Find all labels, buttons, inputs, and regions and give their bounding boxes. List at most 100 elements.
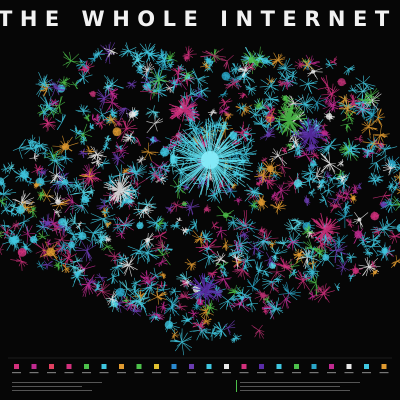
node-cluster	[319, 93, 334, 104]
legend-swatch	[84, 364, 89, 369]
node-cluster	[352, 212, 369, 229]
node-hub	[112, 127, 122, 137]
node-cluster	[147, 286, 168, 305]
node-cluster	[261, 307, 269, 315]
node-hub	[206, 58, 212, 64]
node-cluster	[340, 141, 361, 161]
node-cluster	[187, 309, 200, 321]
legend-swatch	[66, 364, 72, 369]
node-hub	[352, 267, 359, 274]
node-cluster	[389, 161, 400, 179]
node-cluster	[105, 289, 120, 306]
node-cluster	[371, 108, 386, 128]
node-cluster	[166, 61, 175, 69]
node-hub	[332, 204, 338, 209]
node-cluster	[276, 57, 296, 80]
node-hub	[136, 221, 144, 230]
node-cluster	[203, 246, 212, 253]
node-hub	[164, 320, 173, 329]
legend-swatch	[206, 364, 212, 369]
node-cluster	[126, 161, 146, 185]
node-cluster	[0, 243, 4, 256]
node-cluster	[82, 145, 95, 156]
node-cluster	[0, 230, 5, 239]
legend-swatch	[171, 364, 177, 369]
node-cluster	[79, 167, 96, 182]
node-cluster	[336, 259, 350, 276]
node-cluster	[236, 102, 247, 115]
node-cluster	[102, 90, 124, 115]
node-cluster	[80, 136, 87, 146]
node-cluster	[249, 186, 260, 198]
node-cluster	[57, 215, 74, 232]
node-cluster	[230, 333, 242, 344]
node-cluster	[264, 297, 284, 320]
node-hub	[89, 91, 96, 97]
node-cluster	[382, 159, 397, 176]
node-cluster	[39, 81, 50, 97]
node-hub	[396, 223, 400, 233]
legend-caption	[134, 372, 144, 374]
node-cluster	[339, 185, 356, 203]
node-cluster	[259, 75, 279, 95]
legend-caption	[99, 372, 109, 374]
node-cluster	[29, 152, 40, 162]
fine-print	[240, 386, 340, 387]
node-cluster	[229, 62, 243, 75]
node-cluster	[361, 118, 378, 139]
node-cluster	[269, 265, 286, 280]
node-cluster	[158, 271, 167, 280]
node-hub	[106, 85, 111, 90]
fine-print	[12, 390, 92, 391]
node-cluster	[102, 141, 111, 152]
node-cluster	[386, 183, 393, 192]
node-cluster	[223, 77, 242, 90]
node-cluster	[149, 69, 170, 94]
node-cluster	[380, 191, 396, 213]
node-hub	[30, 235, 38, 244]
node-cluster	[269, 200, 287, 215]
node-cluster	[294, 59, 305, 70]
node-cluster	[38, 148, 49, 158]
node-cluster	[343, 65, 355, 76]
node-cluster	[115, 230, 126, 240]
node-hub	[68, 241, 76, 249]
node-cluster	[157, 161, 169, 169]
node-cluster	[39, 104, 50, 120]
node-cluster	[96, 157, 111, 170]
node-hub	[297, 252, 302, 257]
node-cluster	[37, 189, 47, 201]
node-cluster	[66, 261, 82, 274]
node-cluster	[232, 258, 251, 280]
node-cluster	[180, 226, 189, 235]
legend-swatch	[119, 364, 124, 369]
node-cluster	[46, 149, 68, 173]
node-cluster	[153, 241, 171, 266]
node-cluster	[14, 168, 30, 183]
node-cluster	[147, 305, 165, 322]
node-cluster	[106, 272, 120, 284]
legend-caption	[117, 372, 126, 374]
node-cluster	[253, 98, 265, 112]
node-cluster	[334, 282, 341, 292]
node-cluster	[255, 251, 264, 260]
node-cluster	[212, 250, 228, 267]
node-cluster	[141, 142, 159, 161]
node-cluster	[122, 167, 130, 174]
legend-swatch	[346, 364, 352, 369]
node-cluster	[145, 105, 160, 120]
node-hub	[145, 237, 151, 243]
node-cluster	[269, 52, 286, 69]
node-cluster	[127, 239, 150, 264]
node-cluster	[373, 125, 390, 144]
node-cluster	[365, 233, 381, 247]
node-cluster	[53, 261, 63, 271]
node-cluster	[103, 172, 136, 207]
node-cluster	[286, 237, 300, 251]
legend-caption	[239, 372, 249, 374]
node-cluster	[390, 196, 400, 211]
node-cluster	[238, 230, 251, 241]
node-cluster	[121, 130, 135, 144]
node-cluster	[324, 170, 333, 182]
